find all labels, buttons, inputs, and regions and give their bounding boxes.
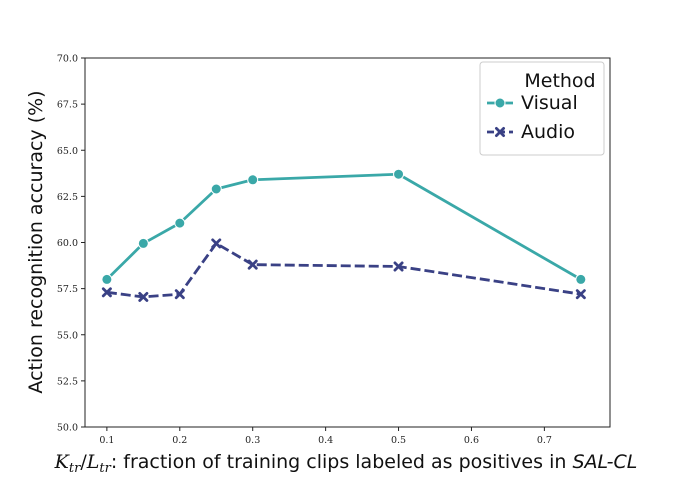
x-axis-title-l-sub: tr [99,461,111,476]
x-axis: 0.1 0.2 0.3 0.4 0.5 0.6 0.7 [99,427,552,446]
x-tick-label: 0.3 [245,435,260,446]
series-audio-point [575,289,586,300]
x-axis-title-k-sub: tr [69,461,81,476]
x-tick-label: 0.4 [318,435,333,446]
legend-label-audio: Audio [521,121,575,143]
series-visual-point [210,183,222,195]
series-layer [101,168,587,302]
series-visual-point [137,237,149,249]
y-tick-label: 60.0 [57,238,78,249]
x-axis-title-slash: / [80,451,87,473]
series-audio-line [106,242,582,299]
series-visual-point [247,174,259,186]
y-tick-label: 57.5 [57,284,78,295]
series-audio-point [211,238,222,249]
y-tick-label: 67.5 [57,100,78,111]
legend-marker-audio [495,127,505,137]
legend: Method Visual Audio [479,61,605,156]
legend-entry-audio: Audio [487,121,575,143]
series-audio-point [247,259,258,270]
series-audio-point [138,291,149,302]
series-visual-point [101,273,113,285]
y-tick-label: 52.5 [57,376,78,387]
x-axis-title-l: L [86,451,100,473]
y-tick-label: 55.0 [57,330,78,341]
x-tick-label: 0.1 [99,435,114,446]
x-axis-title-text: : fraction of training clips labeled as … [111,451,573,473]
legend-marker-visual [494,97,506,109]
legend-entry-visual: Visual [487,92,578,114]
series-audio-point [393,261,404,272]
x-tick-label: 0.7 [537,435,552,446]
y-axis-title: Action recognition accuracy (%) [25,90,47,393]
x-tick-label: 0.6 [464,435,479,446]
series-audio-point [174,289,185,300]
series-visual-point [393,168,405,180]
x-axis-title-k: K [54,451,71,473]
x-axis-title-emph: SAL-CL [572,451,637,473]
x-axis-title: Ktr/Ltr: fraction of training clips labe… [54,451,638,476]
legend-title: Method [524,70,595,92]
series-audio [101,238,586,302]
y-tick-label: 50.0 [57,423,78,434]
legend-label-visual: Visual [521,92,578,114]
series-visual-point [174,217,186,229]
y-tick-label: 62.5 [57,192,78,203]
x-tick-label: 0.2 [172,435,187,446]
series-audio-point [101,287,112,298]
series-visual-point [575,273,587,285]
x-tick-label: 0.5 [391,435,406,446]
y-tick-label: 65.0 [57,146,78,157]
y-axis: 50.0 52.5 55.0 57.5 60.0 62.5 65.0 67.5 70.0 [57,54,85,434]
series-visual [101,168,587,285]
y-tick-label: 70.0 [57,54,78,65]
